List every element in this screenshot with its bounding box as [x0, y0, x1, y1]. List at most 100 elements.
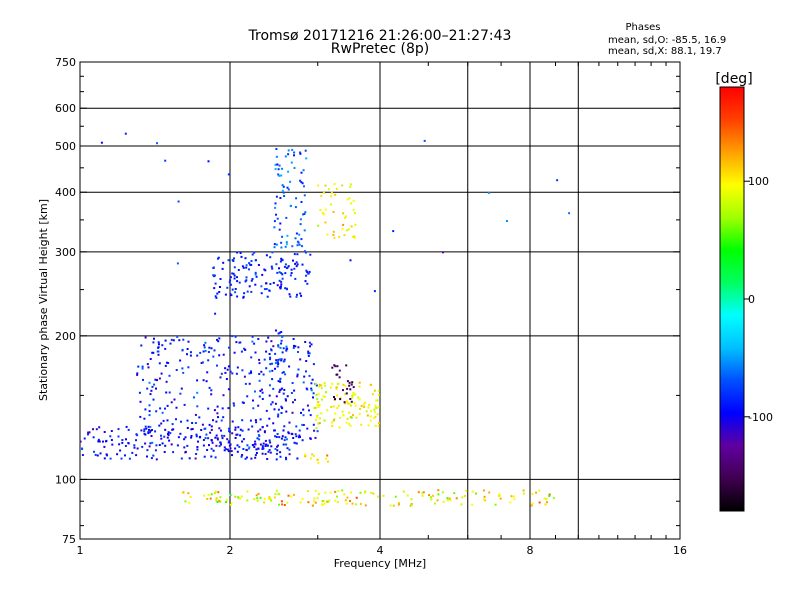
data-point [257, 404, 260, 407]
data-point [176, 262, 179, 265]
data-point [233, 274, 236, 277]
data-point [164, 428, 167, 431]
data-point [160, 434, 162, 437]
data-point [201, 423, 204, 426]
data-point [315, 418, 317, 421]
data-point [259, 428, 262, 431]
data-point [309, 437, 312, 440]
data-point [328, 499, 331, 502]
data-point [264, 445, 267, 447]
data-point [236, 276, 238, 279]
data-point [326, 233, 329, 236]
data-point [279, 222, 282, 225]
data-point [239, 341, 242, 344]
data-point [268, 496, 271, 499]
data-point [206, 371, 209, 374]
data-point [246, 444, 249, 447]
data-point [350, 404, 352, 407]
data-point [354, 404, 357, 407]
data-point [197, 440, 199, 443]
data-point [87, 431, 90, 434]
data-point [303, 229, 306, 232]
data-point [183, 438, 186, 441]
data-point [231, 432, 234, 435]
data-point [321, 503, 324, 506]
data-point [254, 440, 257, 443]
data-point [231, 420, 234, 423]
data-point [228, 427, 231, 430]
data-point [347, 228, 350, 231]
data-point [250, 371, 253, 374]
data-point [351, 381, 354, 384]
data-point [278, 358, 281, 361]
data-point [254, 273, 257, 276]
data-point [239, 434, 242, 437]
data-point [341, 184, 344, 187]
data-point [157, 350, 160, 353]
chart-title-line2: RwPretec (8p) [331, 41, 429, 57]
data-point [172, 339, 175, 342]
data-point [255, 448, 258, 451]
data-point [294, 262, 297, 265]
data-point [215, 420, 218, 423]
data-point [342, 383, 345, 386]
data-point [351, 502, 354, 505]
x-axis-label: Frequency [MHz] [334, 557, 426, 570]
data-point [261, 446, 264, 449]
data-point [218, 337, 221, 340]
data-point [321, 212, 324, 215]
data-point [372, 492, 375, 495]
data-point [317, 392, 320, 395]
data-point [352, 391, 355, 394]
data-point [291, 245, 294, 248]
data-point [293, 253, 296, 256]
data-point [374, 415, 377, 418]
data-point [271, 378, 274, 381]
data-point [221, 437, 224, 440]
data-point [209, 431, 212, 434]
data-point [334, 412, 337, 415]
data-point [155, 410, 158, 413]
data-point [184, 500, 187, 503]
grid-lines [80, 62, 680, 539]
data-point [303, 375, 306, 378]
data-point [284, 398, 287, 401]
data-point [176, 335, 179, 338]
data-point [290, 392, 293, 394]
data-point [283, 425, 286, 428]
data-point [215, 296, 218, 299]
data-point [284, 287, 287, 290]
data-point [273, 243, 276, 246]
y-tick-label: 300 [55, 246, 76, 259]
data-point [446, 499, 449, 502]
data-point [213, 274, 216, 277]
data-point [294, 398, 296, 401]
data-point [295, 265, 298, 268]
data-point [265, 367, 268, 370]
legend-title: Phases [625, 22, 660, 33]
data-point [295, 261, 298, 264]
data-point [270, 403, 273, 406]
colorbar-gradient [719, 86, 745, 512]
data-point [345, 392, 348, 395]
data-point [410, 498, 413, 501]
data-point [216, 412, 219, 415]
data-point [336, 365, 339, 368]
data-point [297, 351, 299, 353]
data-point [240, 495, 243, 498]
data-point [215, 434, 218, 437]
data-point [281, 235, 284, 238]
data-point [302, 169, 305, 172]
data-point [146, 455, 148, 458]
data-point [157, 341, 160, 344]
data-point [349, 259, 352, 262]
data-point [351, 394, 354, 397]
data-point [135, 439, 137, 442]
data-point [160, 437, 163, 440]
legend-x-stats: mean, sd,X: 88.1, 19.7 [608, 46, 722, 57]
data-point [337, 490, 340, 492]
data-point [198, 416, 201, 419]
data-point [83, 437, 86, 440]
data-point [410, 503, 413, 506]
data-point [336, 501, 339, 504]
